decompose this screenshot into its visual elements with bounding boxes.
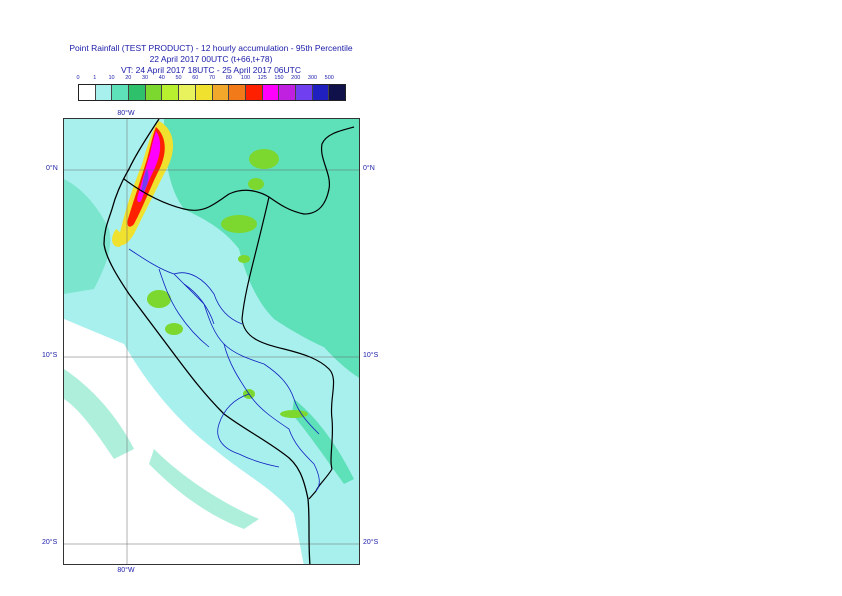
country-border-east: [241, 196, 335, 470]
legend-swatch: [195, 85, 213, 100]
legend-swatch: [245, 85, 263, 100]
legend-swatch: [145, 85, 163, 100]
lat-label-0n-right: 0°N: [363, 165, 375, 172]
rain-cell: [280, 410, 308, 418]
legend-label: 70: [208, 75, 216, 81]
legend-swatch: [329, 85, 345, 100]
heavy-rain-cell: [112, 229, 124, 247]
east-rain-area: [294, 249, 359, 378]
legend-swatch: [229, 85, 246, 100]
legend-label: 20: [125, 75, 132, 81]
legend-label: 100: [240, 75, 251, 81]
legend-swatch: [162, 85, 180, 100]
rain-cell: [221, 215, 257, 233]
legend-swatch: [129, 85, 146, 100]
rainfall-map: [63, 118, 360, 565]
color-legend: [78, 84, 346, 101]
legend-label: 30: [141, 75, 149, 81]
regional-boundaries: [128, 248, 320, 492]
rain-cell: [147, 290, 171, 308]
legend-swatch: [112, 85, 130, 100]
legend-label: 1: [93, 75, 97, 81]
base-time: 22 April 2017 00UTC (t+66,t+78): [149, 54, 273, 64]
legend-label: 500: [324, 75, 334, 81]
legend-swatch: [212, 85, 230, 100]
ocean-rain-band: [64, 179, 111, 294]
coastline: [103, 119, 311, 564]
rain-cell: [238, 255, 250, 263]
lat-label-20s-right: 20°S: [363, 539, 379, 546]
coastal-rain-band: [149, 449, 259, 529]
extreme-rain-peak: [141, 169, 149, 192]
lat-label-10s-left: 10°S: [42, 352, 58, 359]
map-canvas: [64, 119, 359, 564]
south-east-rain-band: [292, 399, 354, 484]
legend-swatch: [79, 85, 96, 100]
lat-label-20s-left: 20°S: [42, 539, 58, 546]
legend-label: 125: [257, 75, 267, 81]
validity-time: VT: 24 April 2017 18UTC - 25 April 2017 …: [120, 65, 301, 75]
legend-labels: 0 1 10 20 30 40 50 60 70 80 100 125 150 200 300 500: [76, 75, 346, 84]
map-title: Point Rainfall (TEST PRODUCT) - 12 hourl…: [69, 43, 353, 53]
legend-label: 50: [175, 75, 182, 81]
legend-label: 300: [307, 75, 318, 81]
legend-swatch: [95, 85, 113, 100]
legend-label: 40: [158, 75, 165, 81]
lon-label-80w-bottom: 80°W: [117, 567, 135, 574]
country-border-north: [123, 126, 355, 215]
legend-swatch: [295, 85, 313, 100]
ocean-rain-band-south: [64, 369, 134, 459]
legend-swatch: [279, 85, 296, 100]
legend-label: 150: [274, 75, 284, 81]
lon-label-80w-top: 80°W: [117, 110, 135, 117]
rain-cell: [249, 149, 279, 169]
rain-cell: [248, 178, 264, 190]
rain-cell: [165, 323, 183, 335]
legend-swatch: [179, 85, 196, 100]
legend-label: 200: [291, 75, 301, 81]
legend-label: 10: [108, 75, 115, 81]
ocean-area: [64, 319, 304, 564]
legend-label: 0: [76, 75, 80, 81]
legend-label: 60: [192, 75, 199, 81]
legend-label: 80: [225, 75, 232, 81]
legend-swatch: [312, 85, 330, 100]
lat-label-0n-left: 0°N: [46, 165, 58, 172]
lat-label-10s-right: 10°S: [363, 352, 379, 359]
legend-swatch: [262, 85, 280, 100]
